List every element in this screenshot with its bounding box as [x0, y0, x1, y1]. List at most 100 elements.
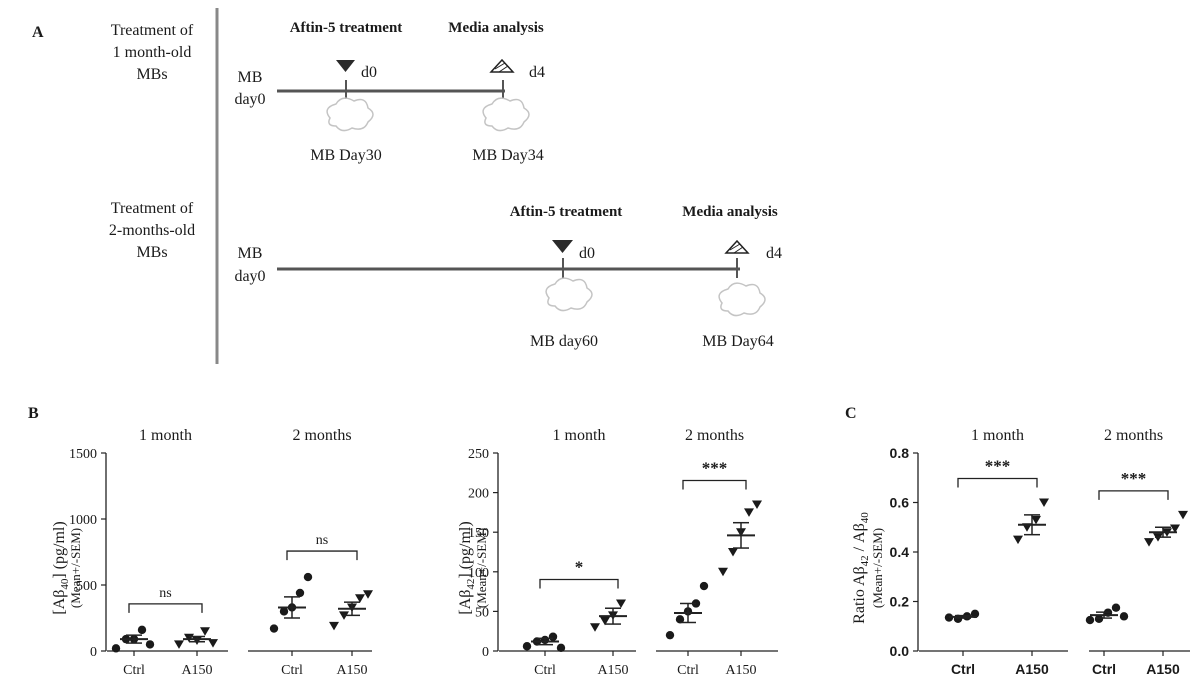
chart2-group-title: 1 month: [553, 427, 606, 444]
chart1-y-tick-label: 1000: [69, 513, 97, 528]
ab42-ylabel-second: (Mean+/-SEM): [474, 528, 489, 608]
chart3-point-a150: [1013, 535, 1023, 545]
chart3-point-a150: [1144, 538, 1154, 547]
chart3-y-tick-label: 0.2: [890, 594, 910, 610]
chart3-group-title: 2 months: [1104, 427, 1163, 444]
chart3-significance-label: ***: [1121, 469, 1147, 488]
chart2-point-a150: [590, 623, 600, 632]
chart2-y-tick-label: 0: [482, 645, 489, 660]
chart1-y-tick-label: 1500: [69, 447, 97, 462]
chart1-point-ctrl: [137, 625, 147, 635]
ab40-ylabel-pre: [Aβ: [51, 590, 68, 615]
panel-a-row-2: Treatment of 2-months-old MBs MB day0 Af…: [109, 200, 782, 350]
ab42-ylabel-pre: [Aβ: [457, 590, 474, 615]
row1-title-line3: MBs: [136, 66, 167, 83]
ab42-ylabel-post: ] (pg/ml): [457, 521, 474, 578]
chart1-significance-label: ns: [316, 533, 328, 548]
chart3-group-title: 1 month: [971, 427, 1024, 444]
chart2-significance-bracket: [682, 479, 747, 490]
panel-a-label: A: [32, 24, 44, 41]
panel-a-row-1: Treatment of 1 month-old MBs MB day0 Aft…: [111, 20, 545, 164]
chart3-y-tick-label: 0.8: [890, 445, 910, 461]
row2-start-line2: day0: [234, 268, 265, 285]
chart1-point-a150: [355, 594, 365, 603]
chart1-point-a150: [174, 640, 184, 649]
ratio-ylabel-pre: Ratio Aβ: [851, 566, 868, 623]
row2-mb-treatment: MB day60: [530, 333, 598, 350]
chart1-point-ctrl: [269, 624, 279, 633]
chart3-x-tick-label: Ctrl: [951, 661, 975, 677]
chart2-point-ctrl: [556, 643, 566, 653]
chart2-point-a150: [752, 500, 762, 509]
chart1-point-a150: [200, 627, 210, 636]
chart3-point-a150: [1031, 515, 1041, 525]
chart2-significance-bracket: [539, 578, 619, 589]
chart3-significance-bracket: [1098, 490, 1169, 500]
chart1-point-a150: [329, 621, 339, 631]
row2-mb-day64-icon: [718, 282, 766, 317]
row1-title-line1: Treatment of: [111, 22, 194, 39]
chart2-group-title: 2 months: [685, 427, 744, 444]
row2-start-line1: MB: [238, 245, 263, 262]
chart2-x-tick-label: A150: [597, 663, 628, 678]
ratio-ylabel: Ratio Aβ42 / Aβ40 (Mean+/-SEM): [851, 512, 885, 624]
chart3-point-a150: [1178, 510, 1188, 520]
ratio-ylabel-second: (Mean+/-SEM): [870, 528, 885, 608]
chart1-x-tick-label: A150: [336, 663, 367, 678]
chart3-point-ctrl: [1111, 603, 1121, 612]
svg-text:Ratio Aβ42 / Aβ40: Ratio Aβ42 / Aβ40: [851, 512, 871, 624]
row2-mb-day60-icon: [545, 277, 593, 312]
row2-title-line1: Treatment of: [111, 200, 194, 217]
chart1-point-a150: [363, 590, 373, 599]
row1-mb-treatment: MB Day30: [310, 147, 382, 164]
chart1-group-title: 1 month: [139, 427, 192, 444]
row2-treatment-triangle-icon: [552, 240, 573, 253]
row1-start-line2: day0: [234, 91, 265, 108]
chart2-point-a150: [718, 567, 728, 577]
chart1-x-tick-label: Ctrl: [123, 663, 145, 678]
chart1-point-ctrl: [279, 607, 289, 616]
ab40-ylabel: [Aβ40] (pg/ml) (Mean+/-SEM): [51, 521, 83, 614]
chart2-y-tick-label: 200: [468, 487, 489, 502]
row1-mb-day34-icon: [482, 97, 530, 132]
chart1-y-tick-label: 500: [76, 579, 97, 594]
chart3-point-a150: [1170, 524, 1180, 533]
svg-text:[Aβ40] (pg/ml): [Aβ40] (pg/ml): [51, 521, 71, 614]
chart2-point-a150: [728, 548, 738, 557]
chart1-significance-label: ns: [159, 586, 171, 601]
chart3-x-tick-label: Ctrl: [1092, 661, 1116, 677]
chart2-significance-label: *: [575, 557, 584, 576]
ratio-ylabel-sub2: 40: [859, 512, 871, 524]
ab40-ylabel-sub: 40: [59, 578, 71, 590]
panel-b-label: B: [28, 405, 39, 422]
row1-treatment-label: Aftin-5 treatment: [290, 20, 403, 36]
row1-d4: d4: [529, 64, 545, 81]
chart2-point-ctrl: [665, 630, 675, 640]
chart1-y-tick-label: 0: [90, 645, 97, 660]
chart2-significance-label: ***: [702, 458, 728, 477]
chart1-significance-bracket: [286, 550, 358, 561]
ab40-ylabel-post: ] (pg/ml): [51, 521, 68, 578]
ratio-ylabel-sub: 42: [859, 555, 871, 566]
chart1-group-title: 2 months: [292, 427, 351, 444]
row1-start-line1: MB: [238, 69, 263, 86]
ab42-ylabel: [Aβ42] (pg/ml) (Mean+/-SEM): [457, 521, 489, 614]
row1-analysis-label: Media analysis: [448, 20, 544, 36]
row2-mb-analysis: MB Day64: [702, 333, 774, 350]
chart3-point-ctrl: [1085, 615, 1095, 625]
chart1-point-ctrl: [145, 640, 155, 649]
chart1-point-ctrl: [295, 588, 305, 598]
row1-treatment-triangle-icon: [336, 60, 355, 72]
chart1-point-ctrl: [111, 644, 121, 653]
chart3-y-tick-label: 0.6: [890, 495, 910, 511]
ratio-ylabel-mid: / Aβ: [851, 523, 868, 555]
chart1-point-a150: [208, 639, 218, 648]
chart2-y-tick-label: 100: [468, 566, 489, 581]
ab42-ylabel-sub: 42: [465, 579, 477, 590]
chart3-x-tick-label: A150: [1146, 661, 1180, 677]
chart2-point-ctrl: [675, 615, 685, 624]
row2-d0: d0: [579, 245, 595, 262]
row1-title-line2: 1 month-old: [113, 44, 192, 61]
row1-mb-analysis: MB Day34: [472, 147, 544, 164]
chart2-point-a150: [600, 616, 610, 626]
